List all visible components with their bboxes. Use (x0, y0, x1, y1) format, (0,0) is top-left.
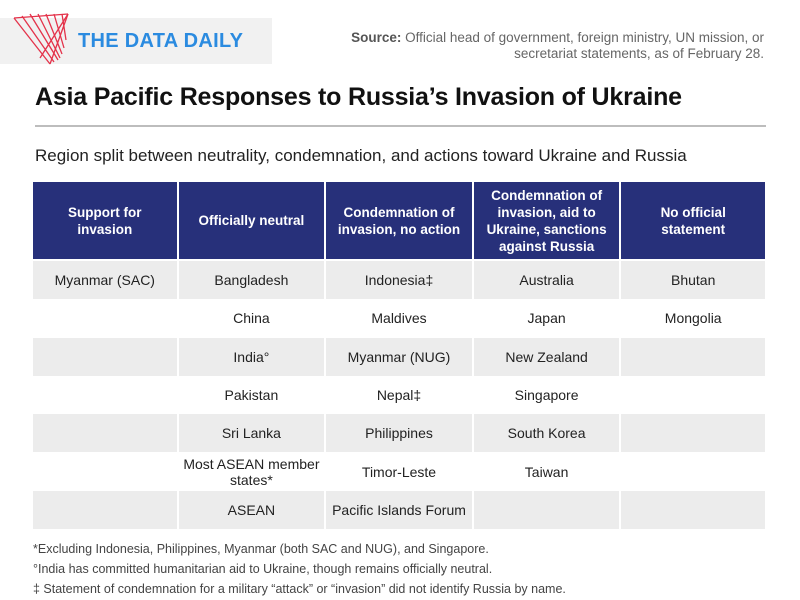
table-cell: ASEAN (178, 490, 325, 530)
table-cell (33, 490, 177, 530)
header-no-statement: No official statement (621, 182, 765, 259)
table-cell: Pakistan (224, 387, 279, 404)
table-cell (33, 376, 177, 414)
table-row: China Maldives Japan Mongolia (33, 299, 765, 337)
table-cell (33, 452, 177, 490)
footnotes: *Excluding Indonesia, Philippines, Myanm… (33, 539, 566, 599)
table-cell: China (233, 310, 270, 327)
table-cell (33, 299, 177, 337)
table-cell: South Korea (473, 414, 620, 453)
responses-table: Support for invasion Officially neutral … (33, 182, 765, 530)
table-row: Sri Lanka Philippines South Korea (33, 414, 765, 453)
table-cell: Bangladesh (178, 261, 325, 300)
table-cell: Timor-Leste (361, 463, 437, 480)
table-cell: Australia (473, 261, 620, 300)
source-label: Source: (351, 30, 402, 45)
source-note: Source: Official head of government, for… (314, 30, 764, 62)
brand-name: THE DATA DAILY (78, 30, 244, 52)
table-cell (621, 452, 765, 490)
table-cell: Mongolia (664, 310, 722, 327)
footnote-double-dagger: ‡ Statement of condemnation for a milita… (33, 582, 566, 596)
table-cell: Bhutan (621, 261, 765, 300)
header-condemn-aid-sanctions: Condemnation of invasion, aid to Ukraine… (473, 182, 620, 259)
table-header-row: Support for invasion Officially neutral … (33, 182, 765, 259)
brand-logo-icon (13, 13, 69, 65)
table-cell: Nepal‡ (376, 387, 422, 404)
table-row: Most ASEAN member states* Timor-Leste Ta… (33, 452, 765, 490)
table-cell: Pacific Islands Forum (326, 490, 472, 530)
table-row: Pakistan Nepal‡ Singapore (33, 376, 765, 414)
header-neutral: Officially neutral (178, 182, 325, 259)
page-subtitle: Region split between neutrality, condemn… (35, 146, 687, 165)
table-row: India° Myanmar (NUG) New Zealand (33, 337, 765, 376)
table-cell (621, 337, 765, 376)
table-cell: Indonesia‡ (326, 261, 472, 300)
table-cell: Singapore (514, 387, 579, 404)
brand-banner: THE DATA DAILY (0, 13, 272, 65)
table-row: Myanmar (SAC) Bangladesh Indonesia‡ Aust… (33, 261, 765, 300)
table-cell: Maldives (371, 310, 427, 327)
table-cell (621, 376, 765, 414)
table-cell: Philippines (326, 414, 472, 453)
table-row: ASEAN Pacific Islands Forum (33, 490, 765, 530)
source-text: Official head of government, foreign min… (405, 30, 764, 61)
table-cell (621, 490, 765, 530)
table-cell: Japan (527, 310, 566, 327)
table-cell: Myanmar (SAC) (33, 261, 177, 300)
table-cell: Sri Lanka (178, 414, 325, 453)
table-cell: New Zealand (473, 337, 620, 376)
table-cell (473, 490, 620, 530)
table-cell: Taiwan (524, 463, 569, 480)
table-cell (33, 414, 177, 453)
footnote-degree: °India has committed humanitarian aid to… (33, 562, 493, 576)
page-title: Asia Pacific Responses to Russia’s Invas… (35, 83, 682, 111)
table-cell: Myanmar (NUG) (326, 337, 472, 376)
header-support: Support for invasion (33, 182, 177, 259)
title-divider (35, 125, 766, 127)
table-cell (621, 414, 765, 453)
table-body: Myanmar (SAC) Bangladesh Indonesia‡ Aust… (33, 261, 765, 530)
footnote-asterisk: *Excluding Indonesia, Philippines, Myanm… (33, 542, 489, 556)
table-cell: India° (178, 337, 325, 376)
header-condemn-no-action: Condemnation of invasion, no action (326, 182, 472, 259)
table-cell (33, 337, 177, 376)
table-cell: Most ASEAN member states* (183, 455, 320, 488)
